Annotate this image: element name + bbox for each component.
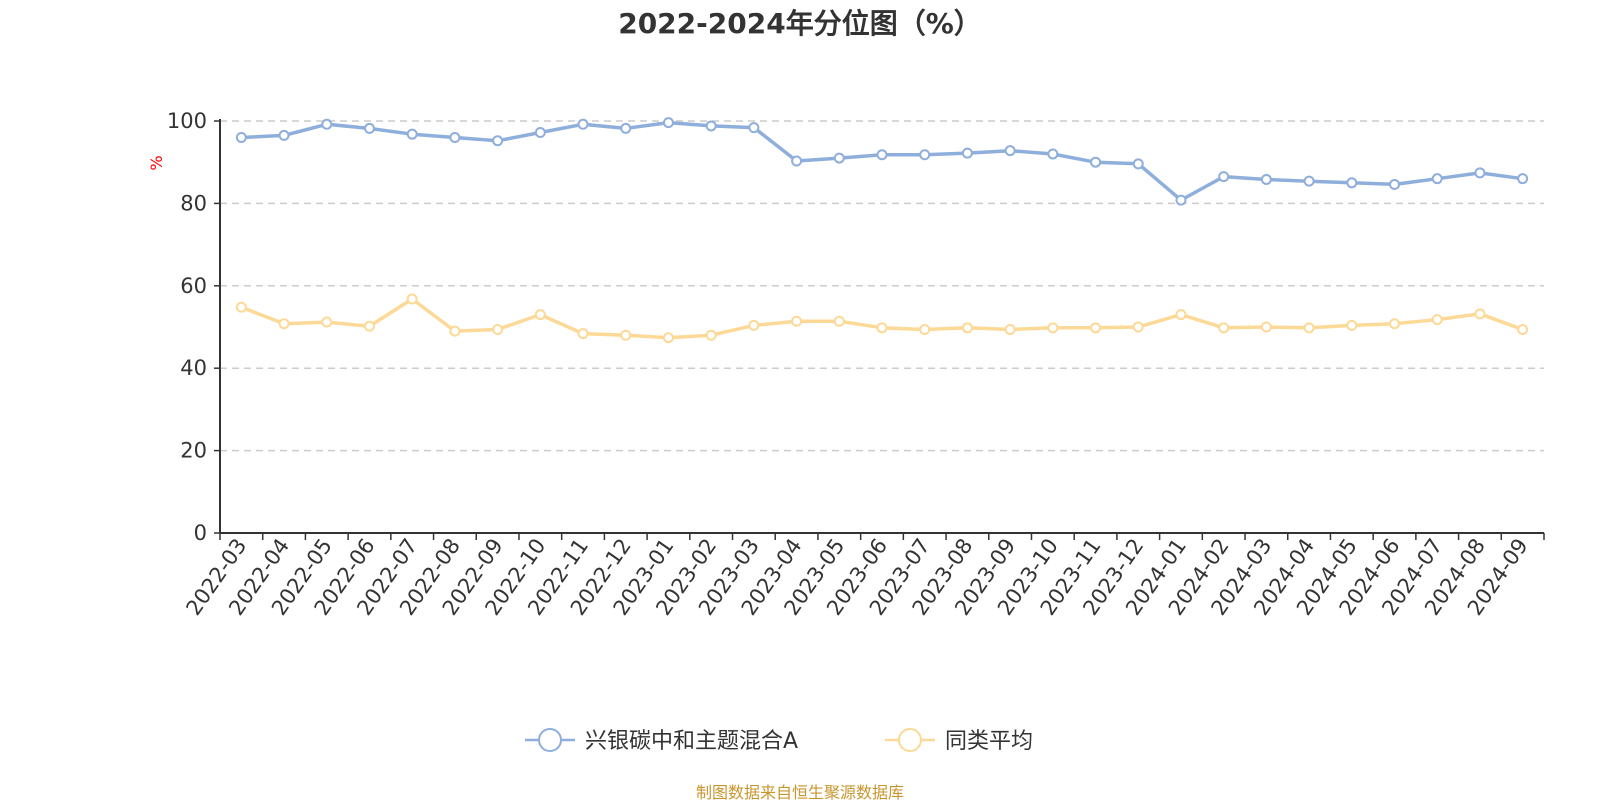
legend-circle-marker bbox=[538, 728, 562, 752]
legend: 兴银碳中和主题混合A 同类平均 bbox=[525, 728, 1033, 754]
data-point bbox=[961, 322, 973, 334]
data-point bbox=[1175, 309, 1187, 321]
legend-circle-marker bbox=[898, 728, 922, 752]
data-point bbox=[1047, 322, 1059, 334]
y-tick-label: 80 bbox=[180, 191, 207, 215]
y-tick-label: 60 bbox=[180, 274, 207, 298]
data-point bbox=[791, 315, 803, 327]
data-point bbox=[791, 155, 803, 167]
data-point bbox=[705, 120, 717, 132]
data-point bbox=[1346, 319, 1358, 331]
data-point bbox=[1047, 148, 1059, 160]
data-point bbox=[620, 329, 632, 341]
data-point bbox=[876, 322, 888, 334]
data-point bbox=[748, 319, 760, 331]
series-lines bbox=[235, 117, 1529, 344]
data-point bbox=[705, 329, 717, 341]
data-point bbox=[833, 152, 845, 164]
y-tick-label: 100 bbox=[167, 109, 207, 133]
data-point bbox=[1004, 323, 1016, 335]
data-point bbox=[406, 293, 418, 305]
data-point bbox=[1090, 156, 1102, 168]
legend-item[interactable]: 同类平均 bbox=[885, 728, 1033, 754]
data-point bbox=[1474, 308, 1486, 320]
data-point bbox=[620, 122, 632, 134]
data-point bbox=[961, 147, 973, 159]
legend-label: 同类平均 bbox=[945, 729, 1033, 754]
data-point bbox=[1218, 171, 1230, 183]
data-point bbox=[1389, 318, 1401, 330]
data-point bbox=[1132, 321, 1144, 333]
data-point bbox=[833, 315, 845, 327]
data-point bbox=[449, 325, 461, 337]
axes: 0204060801002022-032022-042022-052022-06… bbox=[167, 109, 1545, 620]
series-1 bbox=[235, 117, 1529, 206]
data-point bbox=[1431, 314, 1443, 326]
data-point bbox=[1004, 145, 1016, 157]
data-point bbox=[278, 129, 290, 141]
data-point bbox=[363, 320, 375, 332]
data-point bbox=[1132, 158, 1144, 170]
data-point bbox=[748, 122, 760, 134]
data-point bbox=[1303, 322, 1315, 334]
series-2 bbox=[235, 293, 1529, 344]
grid-lines bbox=[220, 120, 1544, 452]
series-line bbox=[241, 120, 1523, 202]
data-point bbox=[1218, 322, 1230, 334]
data-point bbox=[1260, 321, 1272, 333]
data-point bbox=[278, 318, 290, 330]
data-point bbox=[1517, 173, 1529, 185]
data-point bbox=[1260, 174, 1272, 186]
data-point bbox=[1474, 167, 1486, 179]
data-point bbox=[406, 128, 418, 140]
data-point bbox=[919, 323, 931, 335]
data-point bbox=[534, 309, 546, 321]
data-point bbox=[577, 118, 589, 130]
data-point bbox=[449, 131, 461, 143]
data-point bbox=[1517, 323, 1529, 335]
data-point bbox=[662, 117, 674, 129]
source-note: 制图数据来自恒生聚源数据库 bbox=[696, 783, 904, 800]
data-point bbox=[235, 131, 247, 143]
chart-title: 2022-2024年分位图（%） bbox=[618, 7, 982, 40]
data-point bbox=[321, 316, 333, 328]
data-point bbox=[363, 122, 375, 134]
data-point bbox=[1175, 194, 1187, 206]
data-point bbox=[492, 135, 504, 147]
data-point bbox=[321, 118, 333, 130]
data-point bbox=[1090, 322, 1102, 334]
data-point bbox=[492, 323, 504, 335]
data-point bbox=[1431, 173, 1443, 185]
y-tick-label: 40 bbox=[180, 356, 207, 380]
data-point bbox=[235, 301, 247, 313]
data-point bbox=[876, 149, 888, 161]
data-point bbox=[1303, 175, 1315, 187]
data-point bbox=[534, 127, 546, 139]
legend-item[interactable]: 兴银碳中和主题混合A bbox=[525, 728, 798, 754]
data-point bbox=[919, 149, 931, 161]
legend-label: 兴银碳中和主题混合A bbox=[585, 729, 798, 754]
data-point bbox=[577, 328, 589, 340]
data-point bbox=[662, 332, 674, 344]
data-point bbox=[1389, 178, 1401, 190]
y-tick-label: 0 bbox=[194, 521, 207, 545]
y-axis-label: % bbox=[147, 155, 166, 170]
y-tick-label: 20 bbox=[180, 439, 207, 463]
data-point bbox=[1346, 177, 1358, 189]
